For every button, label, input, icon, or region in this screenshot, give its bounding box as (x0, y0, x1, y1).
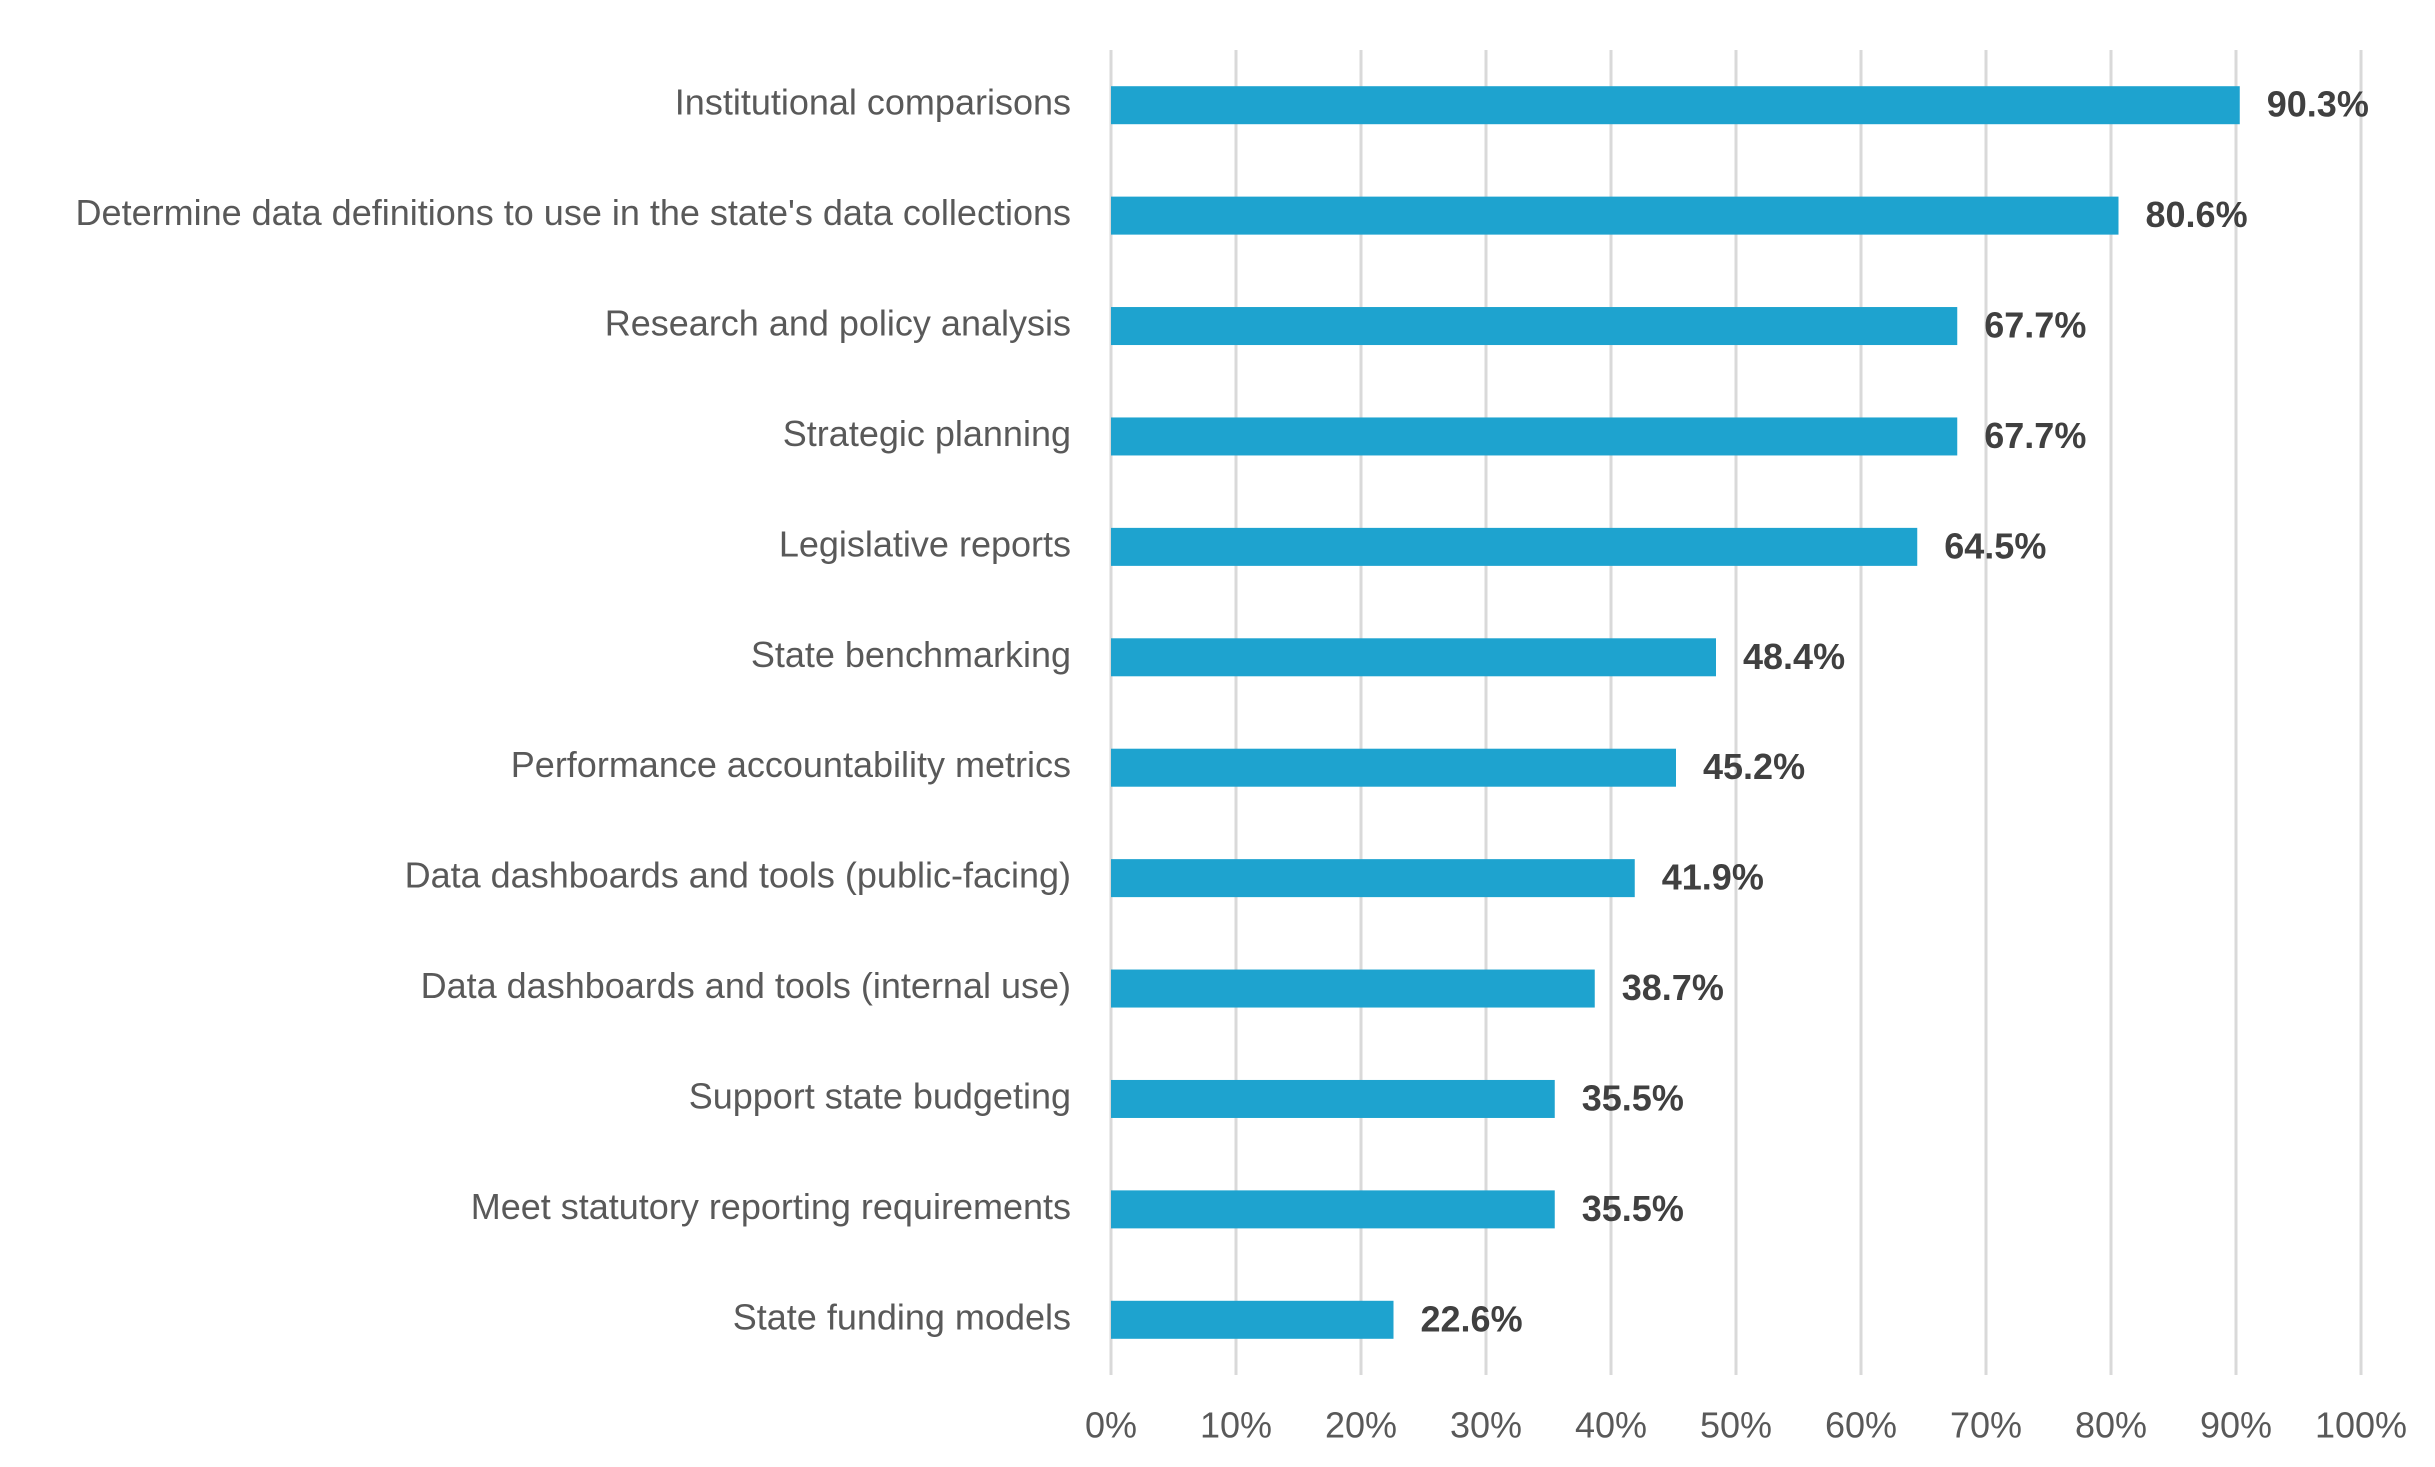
y-tick-label: State funding models (733, 1296, 1071, 1337)
bar (1111, 1079, 1555, 1118)
bar (1111, 417, 1958, 456)
y-tick-label: Meet statutory reporting requirements (471, 1186, 1071, 1227)
y-tick-label: Data dashboards and tools (internal use) (421, 965, 1071, 1006)
x-tick-label: 60% (1825, 1405, 1897, 1446)
x-tick-label: 40% (1575, 1405, 1647, 1446)
y-tick-label: Institutional comparisons (675, 82, 1071, 123)
x-tick-label: 100% (2315, 1405, 2407, 1446)
y-tick-label: Support state budgeting (689, 1075, 1071, 1116)
x-tick-label: 30% (1450, 1405, 1522, 1446)
x-tick-label: 10% (1200, 1405, 1272, 1446)
bar (1111, 1190, 1555, 1229)
x-tick-label: 0% (1085, 1405, 1137, 1446)
y-tick-label: Strategic planning (783, 413, 1071, 454)
bar (1111, 638, 1716, 677)
value-label: 35.5% (1582, 1188, 1684, 1229)
value-label: 90.3% (2267, 84, 2369, 125)
y-tick-label: Determine data definitions to use in the… (76, 192, 1071, 233)
value-label: 45.2% (1703, 746, 1805, 787)
y-tick-label: Performance accountability metrics (511, 744, 1071, 785)
value-label: 67.7% (1984, 305, 2086, 346)
bar (1111, 1300, 1394, 1339)
bar (1111, 969, 1595, 1008)
bar (1111, 859, 1635, 898)
y-tick-label: Legislative reports (779, 523, 1071, 564)
bar (1111, 196, 2119, 235)
value-label: 38.7% (1622, 967, 1724, 1008)
x-tick-label: 70% (1950, 1405, 2022, 1446)
y-tick-label: Research and policy analysis (605, 303, 1071, 344)
value-label: 35.5% (1582, 1077, 1684, 1118)
x-tick-label: 50% (1700, 1405, 1772, 1446)
bar (1111, 527, 1918, 566)
x-tick-label: 90% (2200, 1405, 2272, 1446)
bar (1111, 86, 2240, 125)
value-label: 41.9% (1662, 857, 1764, 898)
x-tick-label: 20% (1325, 1405, 1397, 1446)
y-tick-label: State benchmarking (751, 634, 1071, 675)
value-label: 67.7% (1984, 415, 2086, 456)
y-tick-label: Data dashboards and tools (public-facing… (405, 855, 1071, 896)
value-label: 80.6% (2146, 194, 2248, 235)
value-label: 48.4% (1743, 636, 1845, 677)
value-label: 22.6% (1421, 1298, 1523, 1339)
bar (1111, 307, 1958, 346)
x-tick-label: 80% (2075, 1405, 2147, 1446)
bar (1111, 748, 1676, 787)
value-label: 64.5% (1944, 525, 2046, 566)
